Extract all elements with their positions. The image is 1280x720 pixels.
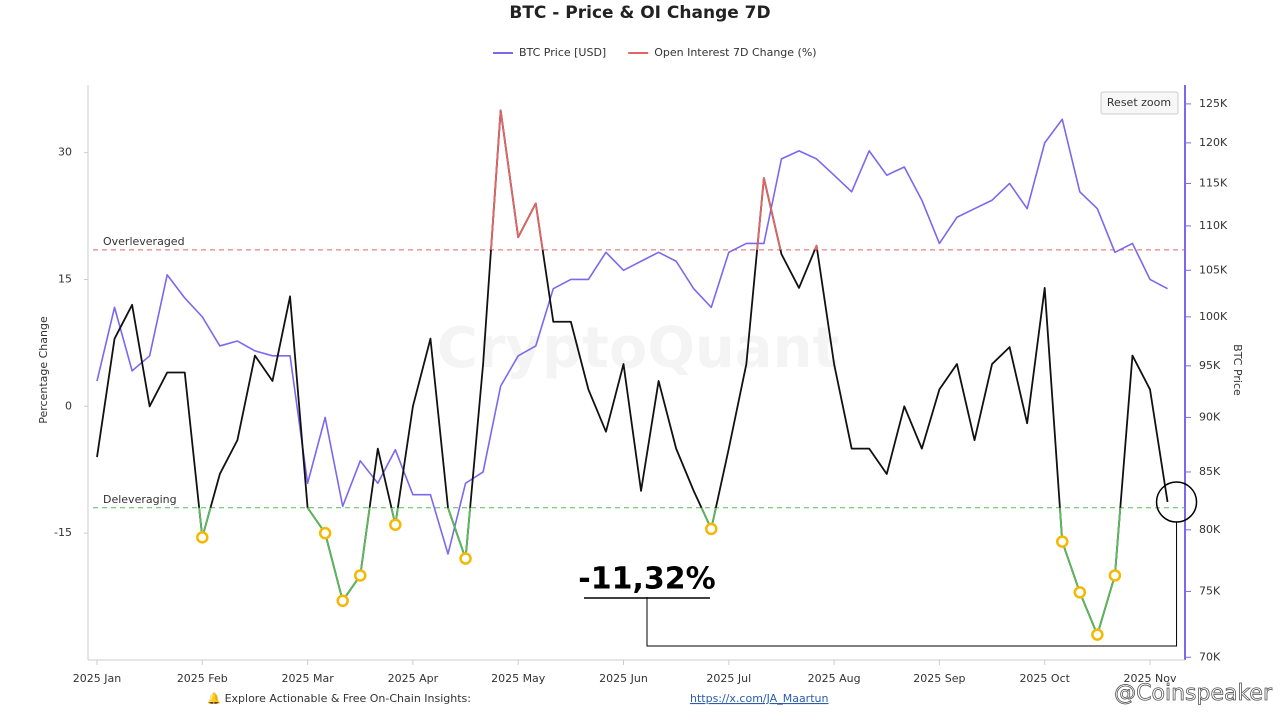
deleveraging-marker [354, 569, 367, 582]
y2-axis-label: BTC Price [1231, 344, 1244, 396]
x-tick-label: 2025 Sep [913, 672, 965, 685]
deleveraging-marker [336, 594, 349, 608]
annotation: -11,32% [578, 562, 715, 597]
reset-zoom[interactable]: Reset zoom [1107, 96, 1171, 109]
y2-tick-label: 75K [1199, 584, 1221, 597]
x-tick-label: 2025 Feb [177, 672, 228, 685]
reference-label: Overleveraged [103, 235, 185, 248]
deleveraging-marker [196, 531, 209, 544]
y2-tick-label: 95K [1199, 359, 1221, 372]
legend-label: BTC Price [USD] [519, 46, 606, 59]
y-tick-label: -15 [54, 526, 72, 539]
y-tick-label: 15 [58, 272, 72, 285]
y2-tick-label: 70K [1199, 650, 1221, 663]
deleveraging-marker [459, 552, 472, 565]
reset-button[interactable]: Reset zoom [1100, 91, 1179, 115]
deleveraging-marker [389, 518, 402, 531]
y-axis-label: Percentage Change [37, 316, 50, 424]
footer-link[interactable]: https://x.com/JA_Maartun [690, 692, 828, 705]
x-tick-label: 2025 Aug [808, 672, 861, 685]
x-tick-label: 2025 Nov [1124, 672, 1177, 685]
x-tick-label: 2025 Jun [599, 672, 648, 685]
x-tick-label: 2025 Oct [1019, 672, 1070, 685]
y2-tick-label: 90K [1199, 410, 1221, 423]
y2-tick-label: 110K [1199, 219, 1228, 232]
price-line [96, 118, 1168, 555]
legend-label: Open Interest 7D Change (%) [654, 46, 816, 59]
deleveraging-marker [1073, 586, 1087, 599]
y2-tick-label: 80K [1199, 523, 1221, 536]
y2-tick-label: 100K [1199, 310, 1228, 323]
y2-tick-label: 115K [1199, 176, 1228, 189]
reset-zoom-box[interactable] [1100, 91, 1179, 115]
x-tick-label: 2025 Apr [388, 672, 439, 685]
y2-tick-label: 125K [1199, 97, 1228, 110]
y-tick-label: 30 [58, 146, 72, 159]
y2-tick-label: 120K [1199, 136, 1228, 149]
deleveraging-marker [318, 526, 332, 540]
x-tick-label: 2025 May [491, 672, 546, 685]
x-tick-label: 2025 Jul [706, 672, 751, 685]
deleveraging-marker [705, 522, 718, 536]
footer-text: 🔔 Explore Actionable & Free On-Chain Ins… [207, 692, 471, 705]
deleveraging-marker [1108, 569, 1122, 582]
annotation-connector [646, 522, 1178, 647]
footer-link-text[interactable]: https://x.com/JA_Maartun [690, 692, 828, 705]
x-tick-label: 2025 Mar [281, 672, 334, 685]
deleveraging-marker [1056, 535, 1069, 548]
y2-tick-label: 85K [1199, 465, 1221, 478]
y2-tick-label: 105K [1199, 263, 1228, 276]
reference-label: Deleveraging [103, 493, 177, 506]
x-tick-label: 2025 Jan [73, 672, 121, 685]
oi-line [96, 109, 1169, 636]
highlight-circle [1155, 481, 1198, 523]
y-tick-label: 0 [65, 399, 72, 412]
source-watermark: @Coinspeaker [1114, 681, 1273, 706]
deleveraging-marker [1091, 628, 1104, 641]
chart-title: BTC - Price & OI Change 7D [509, 3, 770, 23]
watermark: CryptoQuant [437, 316, 839, 381]
